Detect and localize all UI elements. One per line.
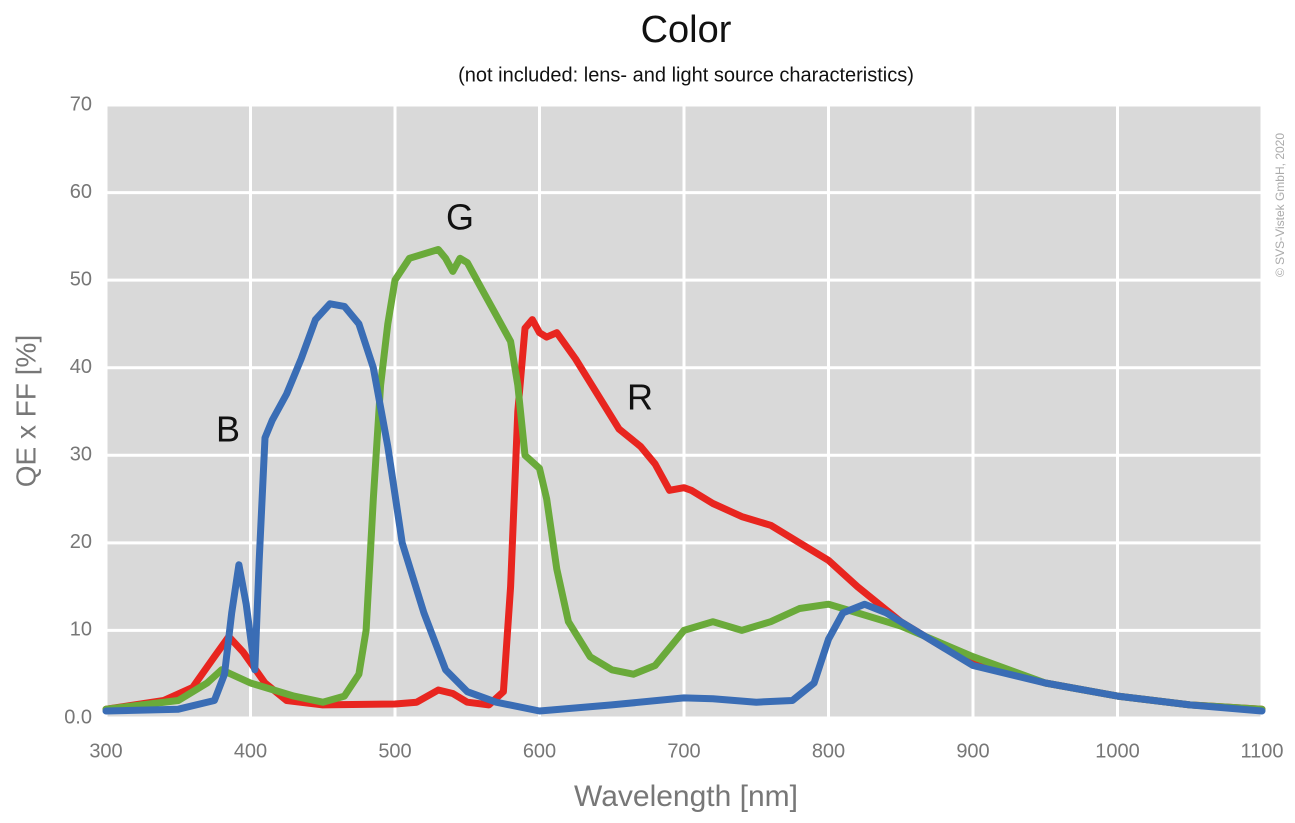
x-tick-label: 500 <box>378 740 411 762</box>
y-tick-label: 10 <box>70 619 92 641</box>
x-tick-label: 1000 <box>1095 740 1140 762</box>
y-tick-label: 50 <box>70 268 92 290</box>
chart-title: Color <box>641 9 732 51</box>
x-tick-label: 700 <box>667 740 700 762</box>
x-tick-label: 800 <box>812 740 845 762</box>
chart-subtitle: (not included: lens- and light source ch… <box>458 64 914 86</box>
y-tick-label: 60 <box>70 181 92 203</box>
x-tick-label: 400 <box>234 740 267 762</box>
x-tick-label: 300 <box>89 740 122 762</box>
y-tick-label: 70 <box>70 93 92 115</box>
y-axis-label: QE x FF [%] <box>10 335 41 487</box>
annotation: B <box>216 409 240 450</box>
annotation: G <box>446 197 474 238</box>
x-tick-label: 1100 <box>1240 740 1283 762</box>
y-tick-label: 20 <box>70 531 92 553</box>
annotation: R <box>627 377 653 418</box>
series-line <box>102 316 1266 713</box>
y-tick-label: 40 <box>70 356 92 378</box>
x-tick-label: 900 <box>956 740 989 762</box>
y-tick-label: 0.0 <box>64 706 92 728</box>
x-axis-label: Wavelength [nm] <box>574 780 798 813</box>
y-tick-label: 30 <box>70 444 92 466</box>
series-line <box>102 300 1266 715</box>
series-line <box>102 246 1266 713</box>
copyright: © SVS-Vistek GmbH, 2020 <box>1273 133 1287 277</box>
x-tick-label: 600 <box>523 740 556 762</box>
